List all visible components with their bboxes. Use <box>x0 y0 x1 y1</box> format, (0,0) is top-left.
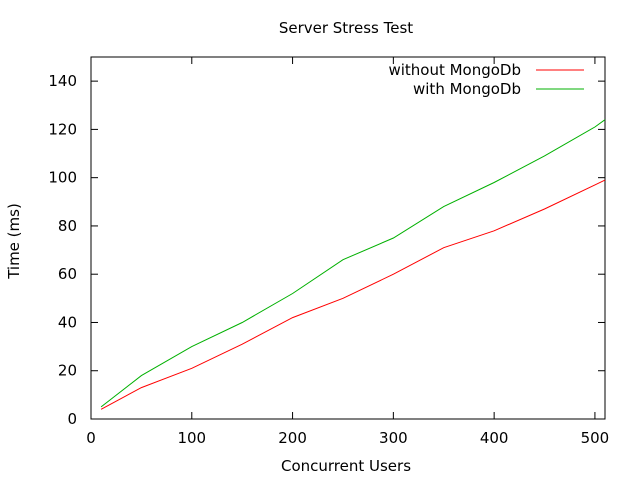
y-axis-label: Time (ms) <box>5 203 23 280</box>
series-lines <box>100 119 606 410</box>
legend-label: without MongoDb <box>388 61 521 79</box>
plot-frame <box>90 56 606 420</box>
legend-label: with MongoDb <box>413 80 521 98</box>
axis-ticks: 0 100 200 300 400 500 0 20 40 60 80 100 120 140 <box>48 57 609 447</box>
y-tick-label: 60 <box>58 265 77 283</box>
x-tick-label: 200 <box>278 429 307 447</box>
x-tick-label: 300 <box>379 429 408 447</box>
series-line-0 <box>100 179 606 410</box>
y-tick-label: 100 <box>48 169 77 187</box>
y-tick-label: 140 <box>48 72 77 90</box>
y-tick-label: 80 <box>58 217 77 235</box>
chart-title: Server Stress Test <box>279 19 413 37</box>
x-axis-label: Concurrent Users <box>281 457 411 475</box>
x-tick-label: 100 <box>177 429 206 447</box>
x-tick-label: 400 <box>480 429 509 447</box>
series-line-1 <box>100 119 606 408</box>
y-tick-label: 0 <box>67 410 77 428</box>
y-tick-label: 20 <box>58 362 77 380</box>
y-tick-label: 40 <box>58 313 77 331</box>
x-tick-label: 0 <box>86 429 96 447</box>
y-tick-label: 120 <box>48 120 77 138</box>
x-tick-label: 500 <box>581 429 610 447</box>
